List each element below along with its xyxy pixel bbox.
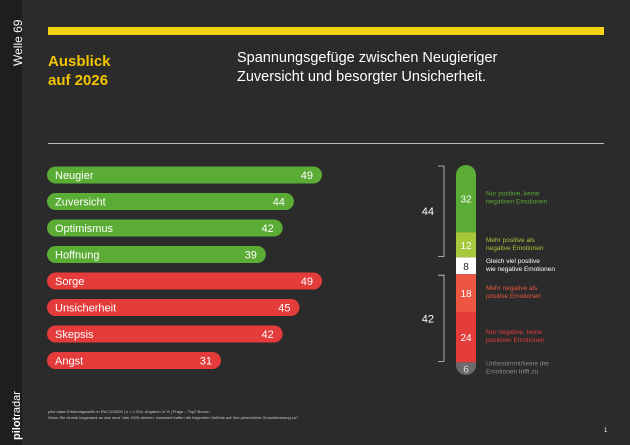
stack-segment-neutral bbox=[456, 257, 476, 275]
bar-value: 49 bbox=[301, 170, 313, 182]
bar-label: Neugier bbox=[55, 170, 94, 182]
stack-segment-negative bbox=[456, 312, 476, 363]
bar-optimismus bbox=[47, 219, 283, 237]
bar-skepsis bbox=[47, 325, 283, 343]
stack-value: 6 bbox=[463, 365, 469, 376]
bracket-2 bbox=[438, 274, 445, 362]
subtitle-line-1: Spannungsgefüge zwischen Neugieriger bbox=[237, 50, 498, 66]
stack-segment-undetermined bbox=[456, 362, 476, 375]
stack-segment-mostly_negative bbox=[456, 274, 476, 312]
bar-value: 39 bbox=[245, 250, 257, 262]
headline-line-1: Ausblick bbox=[48, 53, 111, 70]
bar-angst bbox=[47, 352, 221, 369]
bar-unsicherheit bbox=[47, 299, 300, 316]
stack-value: 8 bbox=[463, 262, 469, 273]
bar-value: 31 bbox=[200, 356, 212, 368]
bracket-1 bbox=[438, 165, 445, 257]
bar-value: 42 bbox=[261, 329, 273, 341]
bracket-value: 44 bbox=[422, 206, 434, 218]
footnote-line-2: Wenn Sie einmal insgesamt an das neue Ja… bbox=[48, 415, 299, 420]
bar-value: 49 bbox=[301, 276, 313, 288]
stack-label: Gleich viel positive wie negative Emotion… bbox=[485, 258, 555, 273]
stack-label: Nur negative, keine positiven Emotionen bbox=[486, 329, 545, 344]
bar-label: Angst bbox=[55, 356, 83, 368]
bar-label: Skepsis bbox=[55, 329, 94, 341]
stack-label: Unbestimmt/keine der Emotionen trifft zu bbox=[486, 361, 550, 376]
bar-label: Hoffnung bbox=[55, 250, 99, 262]
bar-value: 45 bbox=[278, 303, 290, 315]
stack-value: 24 bbox=[460, 333, 472, 344]
subtitle-line-2: Zuversicht und besorgter Unsicherheit. bbox=[237, 69, 487, 85]
headline: Ausblick auf 2026 bbox=[48, 52, 111, 90]
page-number: 1 bbox=[604, 428, 608, 434]
bar-neugier bbox=[47, 166, 322, 184]
footnote-line-1: pilot radar Erhebungswelle in KW 02/2026… bbox=[48, 409, 210, 414]
divider bbox=[48, 143, 604, 144]
bar-zuversicht bbox=[47, 193, 294, 210]
bar-label: Optimismus bbox=[55, 223, 114, 235]
bar-label: Sorge bbox=[55, 276, 84, 288]
stacked-bar bbox=[456, 165, 476, 375]
bar-value: 44 bbox=[273, 197, 285, 209]
stack-segment-mostly_positive bbox=[456, 232, 476, 258]
stack-label: Mehr positive als negative Emotionen bbox=[486, 237, 544, 252]
bracket-value: 42 bbox=[422, 313, 434, 325]
bar-hoffnung bbox=[47, 246, 266, 263]
stack-label: Mehr negative als positive Emotionen bbox=[486, 285, 541, 300]
stack-label: Nur positive, keine negativen Emotionen bbox=[486, 191, 547, 206]
accent-bar bbox=[48, 27, 604, 35]
side-strip bbox=[0, 0, 22, 445]
subtitle: Spannungsgefüge zwischen Neugieriger Zuv… bbox=[237, 49, 597, 87]
stack-value: 18 bbox=[460, 289, 472, 300]
headline-line-2: auf 2026 bbox=[48, 72, 109, 89]
bar-label: Zuversicht bbox=[55, 197, 106, 209]
bar-label: Unsicherheit bbox=[55, 303, 116, 315]
bar-sorge bbox=[47, 272, 322, 290]
stack-segment-positive bbox=[456, 165, 476, 233]
bar-value: 42 bbox=[261, 223, 273, 235]
stack-value: 12 bbox=[460, 241, 472, 252]
stack-value: 32 bbox=[460, 195, 472, 206]
